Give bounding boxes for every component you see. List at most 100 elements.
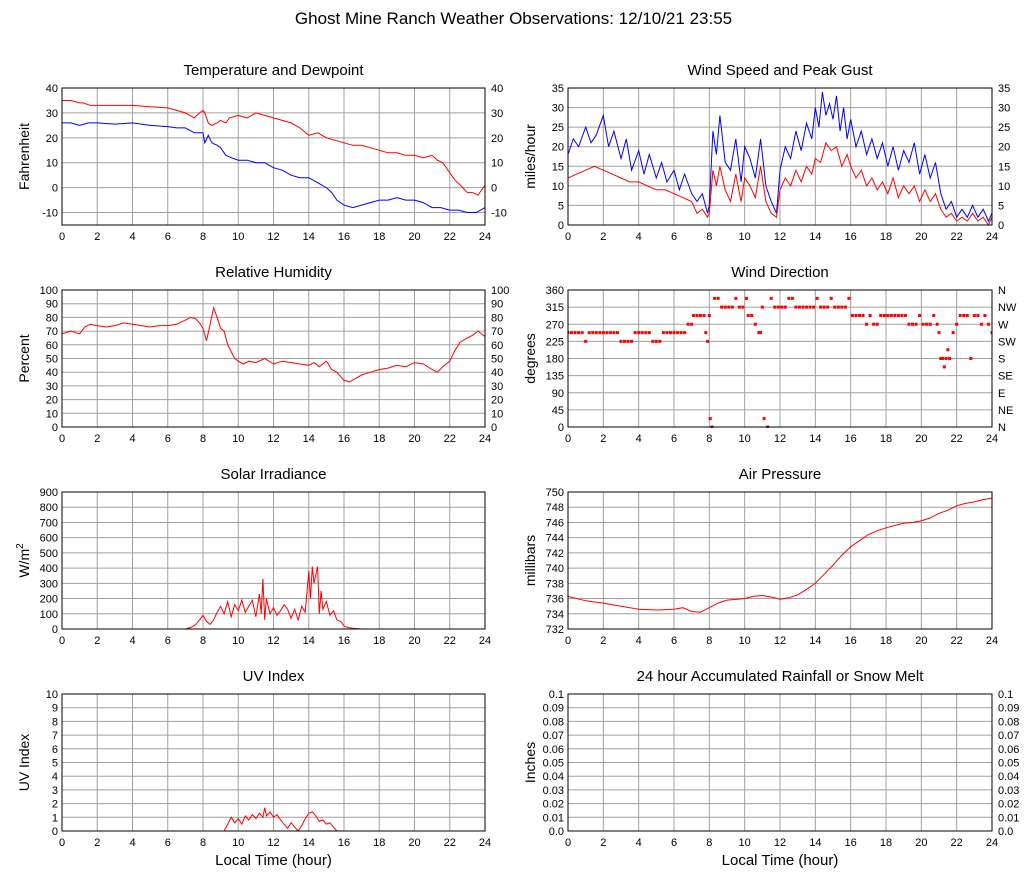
- x-tick-label: 8: [706, 231, 712, 243]
- chart-title: 24 hour Accumulated Rainfall or Snow Mel…: [637, 668, 925, 685]
- x-tick-label: 6: [165, 433, 171, 445]
- x-tick-label: 12: [774, 433, 786, 445]
- plot-frame: [61, 87, 486, 226]
- data-point: [826, 305, 830, 309]
- x-tick-label: 2: [600, 433, 606, 445]
- y-tick-label: 0.0: [549, 826, 564, 838]
- data-point: [708, 417, 712, 421]
- data-point: [787, 296, 791, 300]
- x-tick-label: 14: [809, 837, 821, 849]
- data-point: [591, 331, 595, 335]
- y-tick-label: 900: [40, 487, 58, 499]
- data-point: [946, 348, 950, 352]
- y-axis-label: Fahrenheit: [16, 123, 32, 190]
- data-point: [580, 331, 584, 335]
- right-tick-label: -10: [491, 208, 507, 220]
- x-tick-label: 6: [671, 231, 677, 243]
- data-point: [612, 331, 616, 335]
- data-point: [935, 322, 939, 326]
- x-tick-label: 18: [880, 433, 892, 445]
- y-tick-label: 300: [40, 578, 58, 590]
- series-points: [568, 296, 992, 428]
- y-tick-label: 700: [40, 517, 58, 529]
- y-tick-label: 10: [552, 181, 564, 193]
- y-tick-label: 20: [46, 395, 58, 407]
- data-point: [972, 313, 976, 317]
- x-tick-label: 20: [408, 635, 420, 647]
- y-axis-label: Percent: [16, 334, 32, 382]
- right-tick-label: 20: [491, 133, 503, 145]
- right-tick-label: SE: [998, 371, 1013, 383]
- x-tick-label: 24: [986, 635, 998, 647]
- data-point: [914, 322, 918, 326]
- y-tick-label: 0: [52, 183, 58, 195]
- y-tick-label: 742: [546, 548, 564, 560]
- x-tick-label: 2: [94, 837, 100, 849]
- data-point: [577, 331, 581, 335]
- rain-chart: 24 hour Accumulated Rainfall or Snow Mel…: [522, 668, 1019, 869]
- plot-frame: [567, 693, 993, 832]
- data-point: [847, 296, 851, 300]
- right-tick-label: NE: [998, 405, 1013, 417]
- x-tick-label: 12: [267, 635, 279, 647]
- data-point: [854, 313, 858, 317]
- y-tick-label: 1: [52, 812, 58, 824]
- y-tick-label: 180: [546, 354, 564, 366]
- series-line-0: [62, 100, 485, 196]
- x-tick-label: 4: [636, 433, 642, 445]
- y-tick-label: 0: [558, 220, 564, 232]
- x-tick-label: 4: [129, 433, 135, 445]
- data-point: [812, 305, 816, 309]
- x-tick-label: 18: [373, 433, 385, 445]
- x-tick-label: 22: [444, 231, 456, 243]
- x-tick-label: 10: [739, 231, 751, 243]
- data-point: [948, 357, 952, 360]
- data-point: [875, 322, 879, 326]
- data-point: [969, 357, 973, 360]
- y-tick-label: 400: [40, 563, 58, 575]
- y-tick-label: 0.02: [543, 799, 564, 811]
- x-tick-label: 0: [565, 231, 571, 243]
- y-tick-label: 0: [52, 422, 58, 434]
- data-point: [882, 313, 886, 317]
- data-point: [903, 313, 907, 317]
- data-point: [872, 322, 876, 326]
- data-point: [932, 313, 936, 317]
- chart-title: Wind Direction: [731, 264, 829, 281]
- data-point: [815, 296, 819, 300]
- y-tick-label: 0.03: [543, 785, 564, 797]
- right-tick-label: 35: [998, 83, 1010, 95]
- y-tick-label: 4: [52, 771, 58, 783]
- plot-frame: [61, 693, 486, 832]
- data-point: [822, 305, 826, 309]
- y-tick-label: 2: [52, 799, 58, 811]
- right-tick-label: 0.07: [998, 730, 1019, 742]
- data-point: [840, 305, 844, 309]
- right-tick-label: 20: [491, 395, 503, 407]
- x-tick-label: 10: [232, 433, 244, 445]
- y-tick-label: 7: [52, 730, 58, 742]
- data-point: [879, 313, 883, 317]
- x-tick-label: 2: [600, 837, 606, 849]
- data-point: [889, 313, 893, 317]
- x-tick-label: 8: [200, 231, 206, 243]
- x-tick-label: 22: [444, 635, 456, 647]
- data-point: [707, 313, 711, 317]
- data-point: [727, 305, 731, 309]
- y-tick-label: 50: [46, 354, 58, 366]
- right-tick-label: 0.08: [998, 716, 1019, 728]
- right-tick-label: N: [998, 422, 1006, 434]
- y-tick-label: 0: [52, 826, 58, 838]
- data-point: [941, 357, 945, 360]
- right-tick-label: W: [998, 319, 1009, 331]
- data-point: [819, 305, 823, 309]
- y-tick-label: 0.05: [543, 758, 564, 770]
- x-tick-label: 18: [880, 837, 892, 849]
- y-tick-label: 360: [546, 285, 564, 297]
- y-tick-label: 5: [52, 758, 58, 770]
- y-axis-label: UV Index: [16, 734, 32, 792]
- x-tick-label: 22: [951, 837, 963, 849]
- x-tick-label: 2: [600, 635, 606, 647]
